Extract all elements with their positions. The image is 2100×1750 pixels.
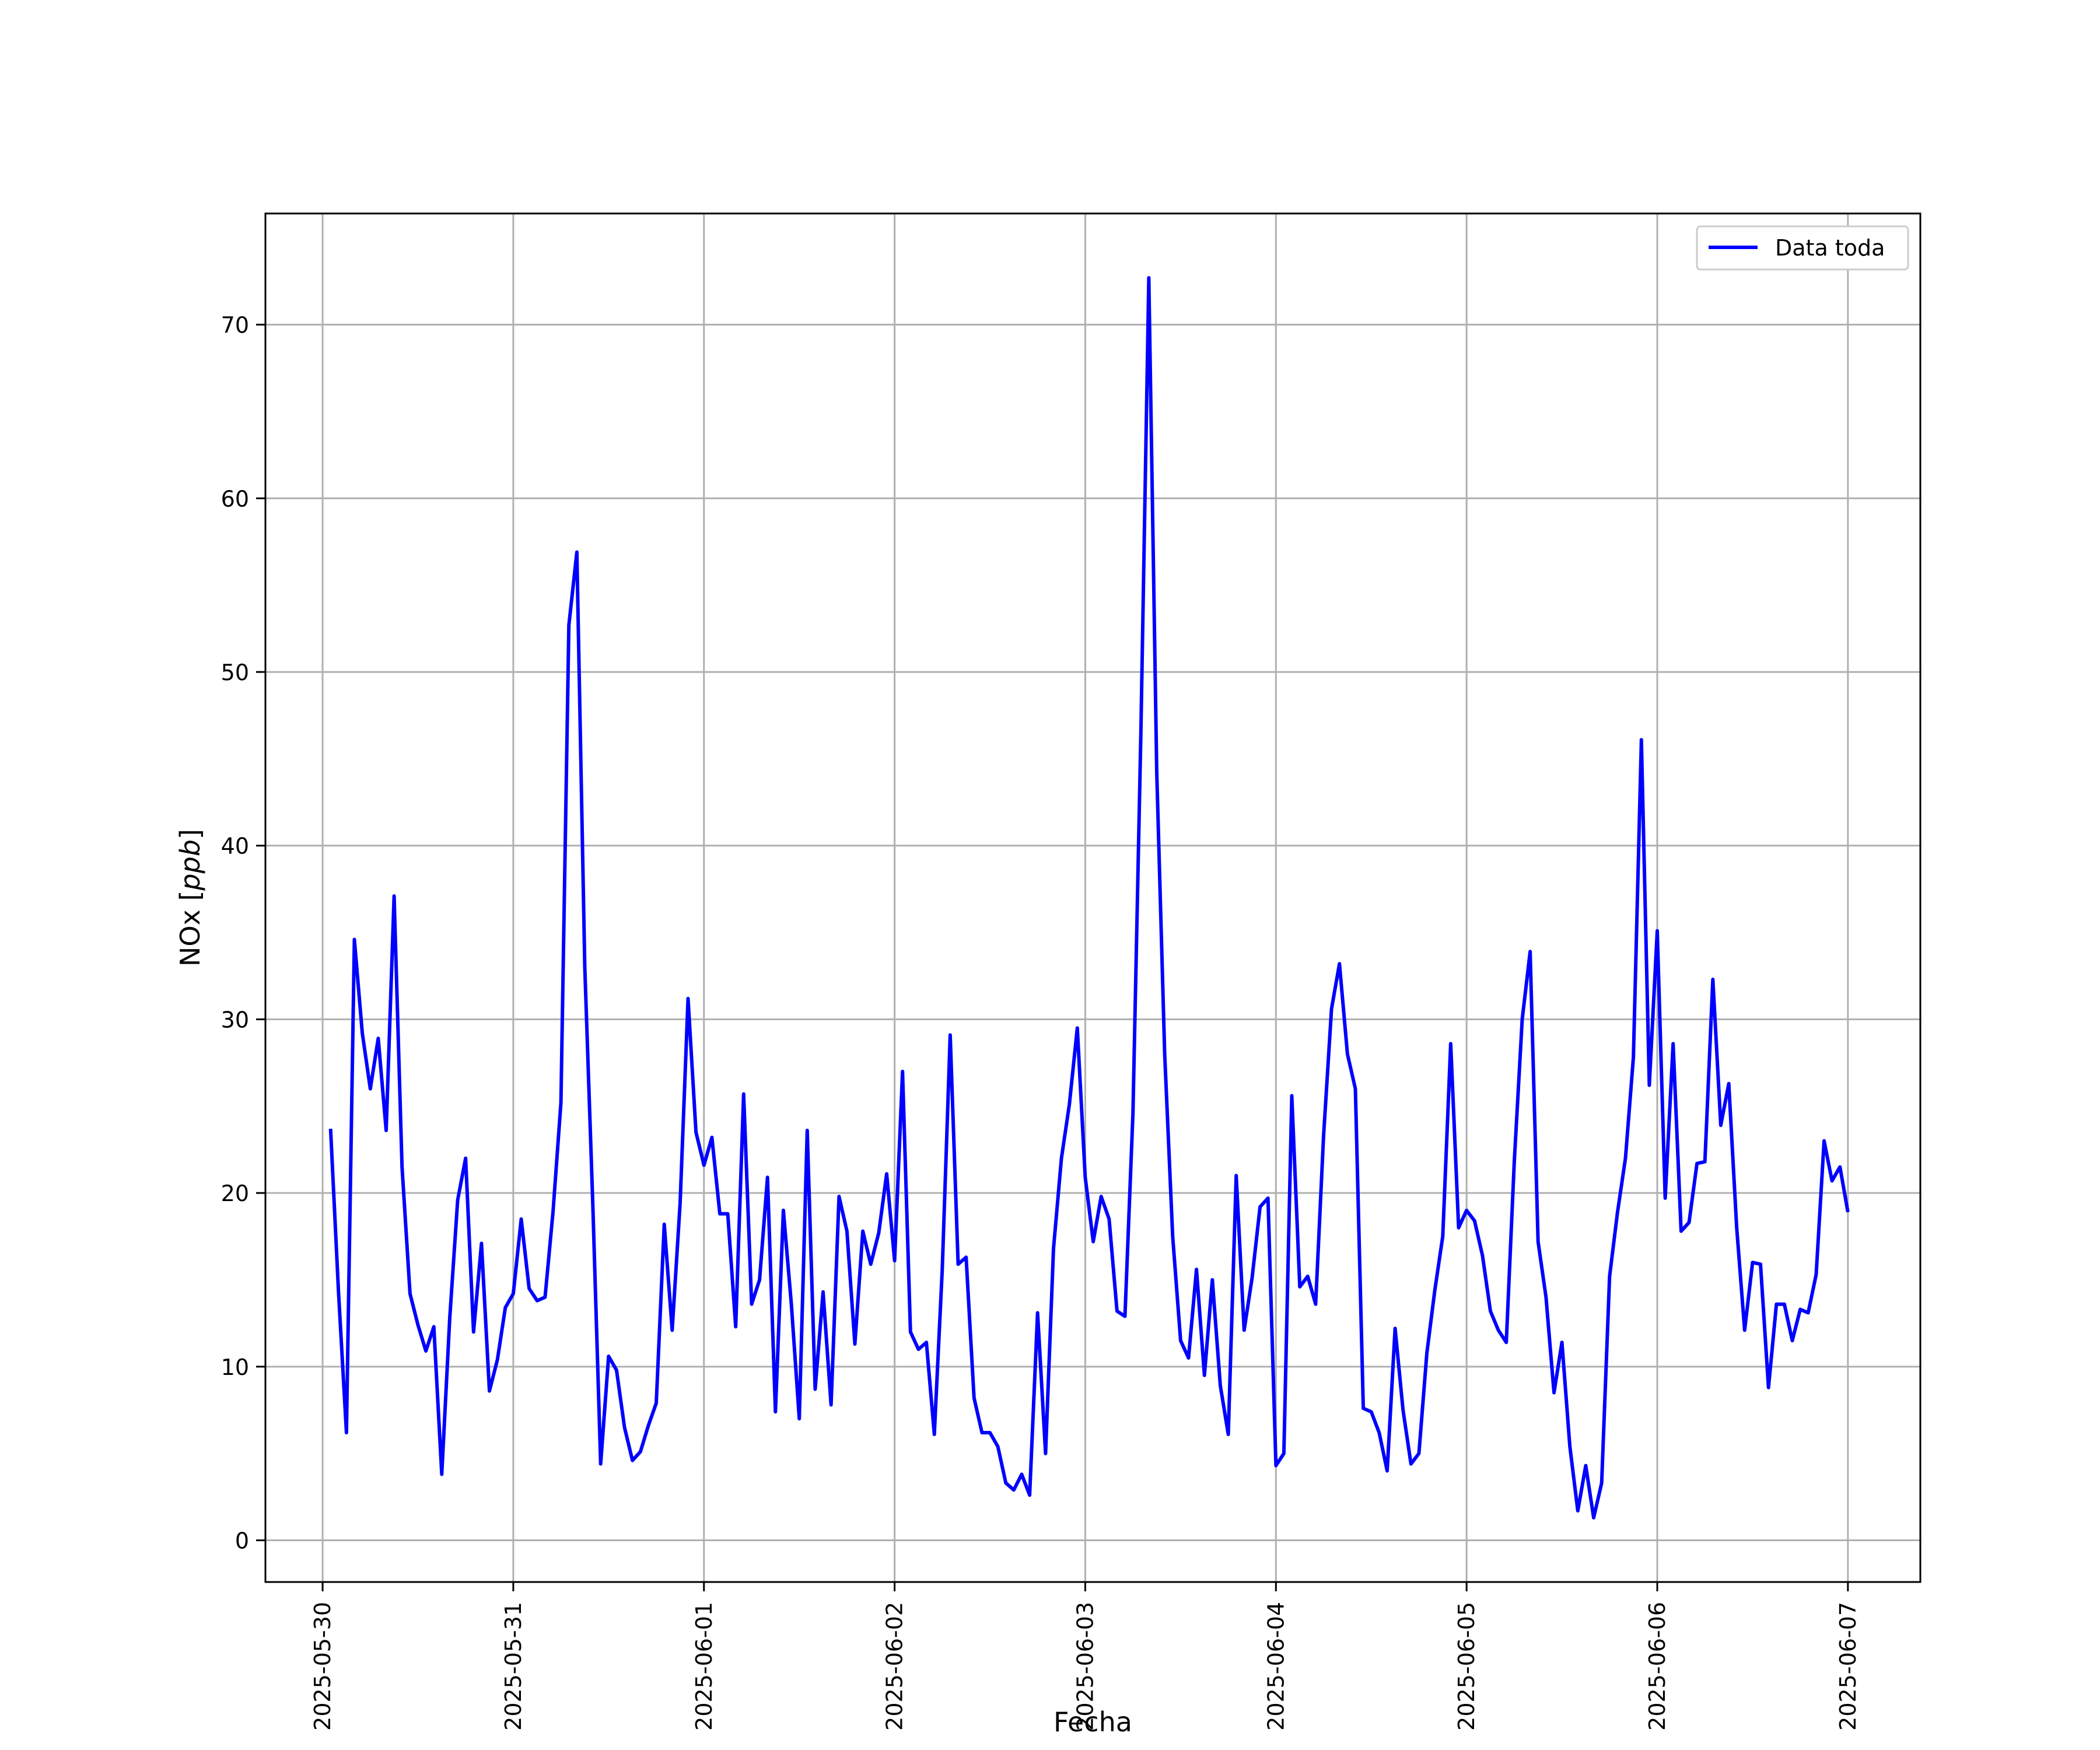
x-tick-label: 2025-05-31 <box>501 1602 526 1731</box>
x-tick-label: 2025-05-30 <box>310 1602 335 1731</box>
x-tick-label: 2025-06-03 <box>1072 1602 1098 1731</box>
legend-box <box>1696 225 1909 271</box>
y-tick-label: 0 <box>235 1528 249 1554</box>
y-tick-label: 10 <box>221 1354 249 1380</box>
y-tick-label: 50 <box>221 660 249 685</box>
series-line-data-toda <box>328 276 1850 1520</box>
series-layer <box>328 276 1850 1520</box>
legend-label: Data toda <box>1775 235 1885 261</box>
x-tick-label: 2025-06-04 <box>1263 1602 1289 1731</box>
x-tick-label: 2025-06-05 <box>1454 1602 1479 1731</box>
x-tick-label: 2025-06-07 <box>1835 1602 1861 1731</box>
x-tick-label: 2025-06-01 <box>691 1602 717 1731</box>
x-tick-label: 2025-06-06 <box>1644 1602 1670 1731</box>
y-tick-label: 40 <box>221 834 249 859</box>
x-axis-label: Fecha <box>1054 1706 1132 1738</box>
y-tick-label: 30 <box>221 1007 249 1032</box>
y-axis-label-main: NOx <box>174 909 206 967</box>
y-axis: 0 10 20 30 40 50 60 70 <box>221 313 265 1554</box>
y-axis-label-unit: ppb <box>174 839 206 891</box>
x-axis: 2025-05-30 2025-05-31 2025-06-01 2025-06-02… <box>310 1582 1861 1731</box>
x-tick-label: 2025-06-02 <box>882 1602 908 1731</box>
y-axis-label: NOx [ppb] <box>174 829 206 967</box>
legend: Data toda <box>1696 225 1909 271</box>
plot-frame <box>264 212 1922 1583</box>
y-tick-label: 60 <box>221 486 249 512</box>
y-tick-label: 20 <box>221 1181 249 1206</box>
grid-lines <box>265 214 1920 1582</box>
y-tick-label: 70 <box>221 313 249 338</box>
